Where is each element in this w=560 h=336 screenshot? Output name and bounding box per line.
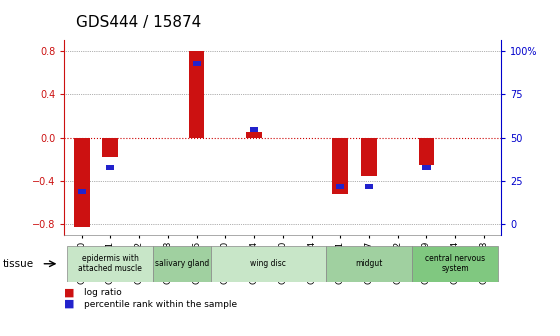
Text: central nervous
system: central nervous system bbox=[425, 254, 486, 274]
Bar bbox=[67, 246, 153, 282]
Bar bbox=[153, 246, 211, 282]
Bar bbox=[418, 138, 435, 165]
Text: GDS444 / 15874: GDS444 / 15874 bbox=[76, 15, 201, 30]
Bar bbox=[365, 184, 373, 189]
Bar bbox=[78, 189, 86, 194]
Bar bbox=[336, 184, 344, 189]
Bar bbox=[246, 132, 262, 138]
Bar bbox=[189, 51, 204, 138]
Text: wing disc: wing disc bbox=[250, 259, 286, 268]
Bar bbox=[211, 246, 326, 282]
Bar bbox=[102, 138, 118, 157]
Bar bbox=[422, 165, 431, 170]
Bar bbox=[106, 165, 114, 170]
Text: salivary gland: salivary gland bbox=[155, 259, 209, 268]
Text: log ratio: log ratio bbox=[84, 288, 122, 297]
Text: percentile rank within the sample: percentile rank within the sample bbox=[84, 300, 237, 309]
Text: ■: ■ bbox=[64, 287, 75, 297]
Text: tissue: tissue bbox=[3, 259, 34, 269]
Text: midgut: midgut bbox=[356, 259, 382, 268]
Bar bbox=[412, 246, 498, 282]
Bar bbox=[361, 138, 377, 176]
Text: epidermis with
attached muscle: epidermis with attached muscle bbox=[78, 254, 142, 274]
Text: ■: ■ bbox=[64, 299, 75, 309]
Bar bbox=[250, 127, 258, 131]
Bar bbox=[326, 246, 412, 282]
Bar bbox=[74, 138, 90, 226]
Bar bbox=[193, 61, 200, 66]
Bar bbox=[333, 138, 348, 194]
